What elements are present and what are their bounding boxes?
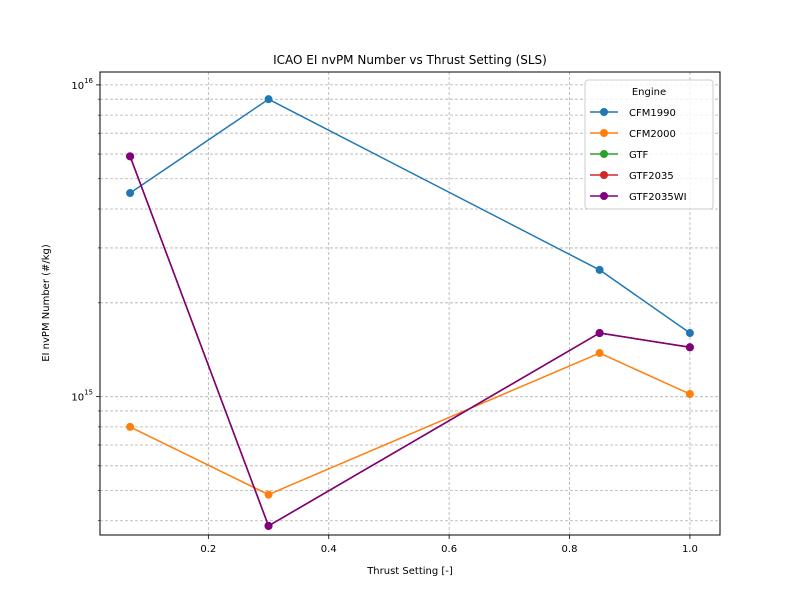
- data-point-cfm2000: [685, 389, 694, 398]
- legend: Engine CFM1990 CFM2000 GTF GTF2035 GTF2035WI: [584, 79, 714, 210]
- legend-title: Engine: [632, 87, 666, 98]
- axis-ticks: 0.2 0.4 0.6 0.8 1.0 1015 1016: [71, 77, 698, 555]
- legend-marker-cfm1990: [600, 108, 608, 116]
- data-point-gtf2035wi: [126, 152, 135, 161]
- y-axis-label: EI nvPM Number (#/kg): [41, 244, 52, 362]
- y-tick-label: 1015: [71, 389, 93, 404]
- legend-marker-gtf: [600, 150, 608, 158]
- data-point-gtf2035wi: [595, 329, 604, 338]
- plot-area-frame: [99, 71, 721, 536]
- data-point-cfm2000: [264, 490, 273, 499]
- data-point-cfm1990: [126, 189, 135, 198]
- x-tick-label: 0.2: [200, 544, 216, 555]
- x-axis-label: Thrust Setting [-]: [366, 566, 453, 577]
- series-line-gtf2035wi: [129, 156, 691, 527]
- legend-label-gtf: GTF: [629, 150, 649, 161]
- legend-entries: CFM1990 CFM2000 GTF GTF2035 GTF2035WI: [590, 108, 687, 203]
- chart-title: ICAO EI nvPM Number vs Thrust Setting (S…: [273, 53, 547, 67]
- data-point-gtf2035wi: [264, 521, 273, 530]
- x-tick-label: 0.8: [562, 544, 578, 555]
- data-point-cfm1990: [685, 329, 694, 338]
- series-line-cfm2000: [129, 352, 691, 496]
- legend-label-cfm1990: CFM1990: [629, 108, 676, 119]
- series-lines: [126, 95, 694, 530]
- legend-marker-gtf2035wi: [600, 192, 608, 200]
- data-point-cfm1990: [595, 265, 604, 274]
- x-tick-label: 0.6: [441, 544, 457, 555]
- y-tick-label: 1016: [71, 77, 93, 92]
- legend-frame: [584, 79, 714, 210]
- data-point-cfm1990: [264, 95, 273, 104]
- x-tick-label: 1.0: [682, 544, 698, 555]
- legend-marker-gtf2035: [600, 171, 608, 179]
- legend-label-gtf2035wi: GTF2035WI: [629, 192, 687, 203]
- data-point-cfm2000: [126, 422, 135, 431]
- legend-marker-cfm2000: [600, 129, 608, 137]
- series-line-cfm1990: [129, 98, 691, 334]
- data-point-gtf2035wi: [685, 343, 694, 352]
- x-tick-label: 0.4: [321, 544, 337, 555]
- data-point-cfm2000: [595, 349, 604, 358]
- legend-label-gtf2035: GTF2035: [629, 171, 674, 182]
- legend-label-cfm2000: CFM2000: [629, 129, 676, 140]
